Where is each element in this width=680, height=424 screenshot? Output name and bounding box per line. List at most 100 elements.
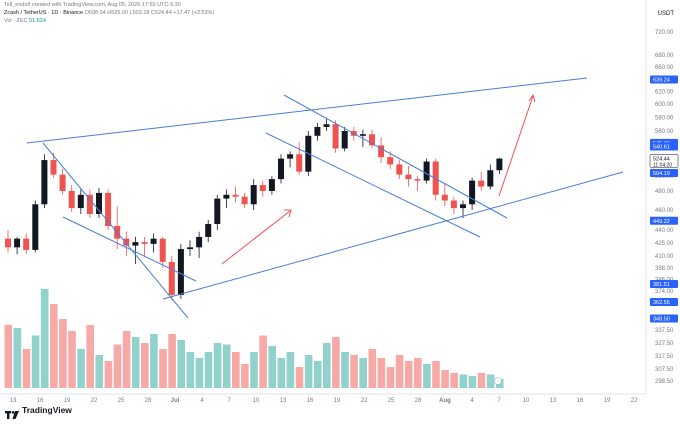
volume-bar: [86, 325, 94, 388]
price-tick-label: 398.00: [655, 266, 674, 272]
axis-unit-label: USDT: [657, 11, 674, 17]
price-axis: 720.00680.00660.00640.00620.00600.00580.…: [645, 0, 679, 394]
candle-body: [341, 131, 348, 149]
volume-bar: [250, 352, 258, 388]
volume-bar: [441, 370, 449, 388]
candle: [387, 151, 394, 169]
trendline: [162, 171, 624, 300]
volume-bar: [177, 340, 185, 388]
candle: [460, 200, 466, 218]
candle-body: [50, 160, 57, 175]
price-badge-box: [650, 169, 678, 177]
volume-bar: [222, 344, 231, 388]
candle: [496, 157, 503, 174]
volume-bar: [68, 331, 76, 388]
candle: [441, 183, 448, 207]
volume-bar: [304, 355, 313, 388]
time-tick-label: 16: [307, 398, 314, 404]
candle: [105, 189, 112, 230]
volume-bar: [77, 349, 85, 388]
time-tick-label: 28: [415, 398, 422, 404]
candle: [478, 171, 485, 191]
candle-body: [332, 124, 339, 149]
price-badge: 381.51: [650, 280, 678, 288]
volume-bar: [432, 361, 440, 388]
price-tick-label: 410.00: [655, 254, 674, 260]
price-badge-box: [650, 298, 678, 306]
volume-bar: [213, 343, 222, 388]
time-tick-label: 19: [334, 398, 341, 404]
volume-bar: [486, 374, 495, 388]
volume-bar: [277, 358, 286, 388]
candle-body: [278, 158, 284, 180]
candle: [77, 189, 84, 214]
volume-bar: [4, 325, 13, 388]
candle: [423, 158, 430, 184]
volume-bar: [377, 358, 386, 388]
time-tick-label: 13: [10, 398, 17, 404]
time-tick-label: 28: [145, 398, 152, 404]
candle-body: [214, 198, 221, 224]
tradingview-logo[interactable]: TradingView: [5, 405, 72, 419]
trendline: [26, 77, 588, 144]
price-tick-label: 600.00: [655, 102, 674, 108]
candle: [223, 189, 230, 209]
candle: [405, 165, 412, 187]
candle: [187, 240, 193, 256]
candle: [214, 194, 221, 230]
candle-body: [23, 238, 30, 250]
volume-bar: [150, 334, 158, 388]
candle-body: [96, 192, 102, 214]
volume-bar: [350, 355, 358, 388]
volume-bar: [295, 367, 304, 388]
price-tick-label: 560.00: [655, 129, 674, 135]
candle-body: [387, 157, 394, 165]
volume-bar: [31, 335, 40, 388]
candle-body: [296, 154, 303, 172]
time-tick-label: 22: [631, 398, 638, 404]
candle-body: [86, 194, 93, 214]
volume-bar: [423, 364, 431, 388]
candle: [141, 236, 148, 256]
candle-body: [32, 204, 39, 250]
volume-bar: [232, 352, 240, 388]
time-tick-label: 13: [280, 398, 287, 404]
candle: [469, 177, 476, 210]
time-tick-label: 25: [118, 398, 125, 404]
price-badge: 540.61: [650, 142, 678, 151]
candle-body: [423, 161, 430, 181]
volume-bar: [313, 361, 322, 388]
candle: [150, 233, 157, 253]
candle-body: [223, 194, 230, 199]
price-tick-label: 298.50: [655, 379, 674, 385]
candle: [59, 168, 66, 195]
price-tick-label: 480.00: [655, 189, 674, 195]
price-tick-label: 680.00: [655, 53, 674, 59]
price-badge-label: 381.51: [653, 282, 670, 288]
candle: [177, 243, 184, 299]
time-tick-label: 4: [200, 398, 204, 404]
candle-body: [323, 124, 330, 127]
trendline: [283, 94, 508, 219]
candle: [296, 142, 303, 175]
time-tick-label: 22: [91, 398, 98, 404]
time-tick-label: 10: [253, 398, 260, 404]
candle: [314, 122, 321, 141]
scroll-to-realtime-icon: [494, 377, 502, 385]
ohlc-values: O508.54 H525.00 L503.18 C524.44 +17.47 (…: [84, 10, 215, 16]
price-tick-label: 327.50: [655, 341, 674, 347]
price-badge: 639.24: [650, 75, 678, 84]
volume-bar: [395, 355, 404, 388]
candle-body: [68, 191, 75, 209]
candle-body: [5, 238, 11, 248]
tradingview-wordmark: TradingView: [22, 405, 72, 415]
volume-bar: [286, 352, 295, 388]
candle-body: [268, 179, 275, 191]
volume-bar: [259, 335, 267, 388]
candle: [96, 188, 102, 218]
trendline: [42, 142, 189, 319]
volume-bar: [414, 358, 422, 388]
candle: [32, 200, 39, 253]
